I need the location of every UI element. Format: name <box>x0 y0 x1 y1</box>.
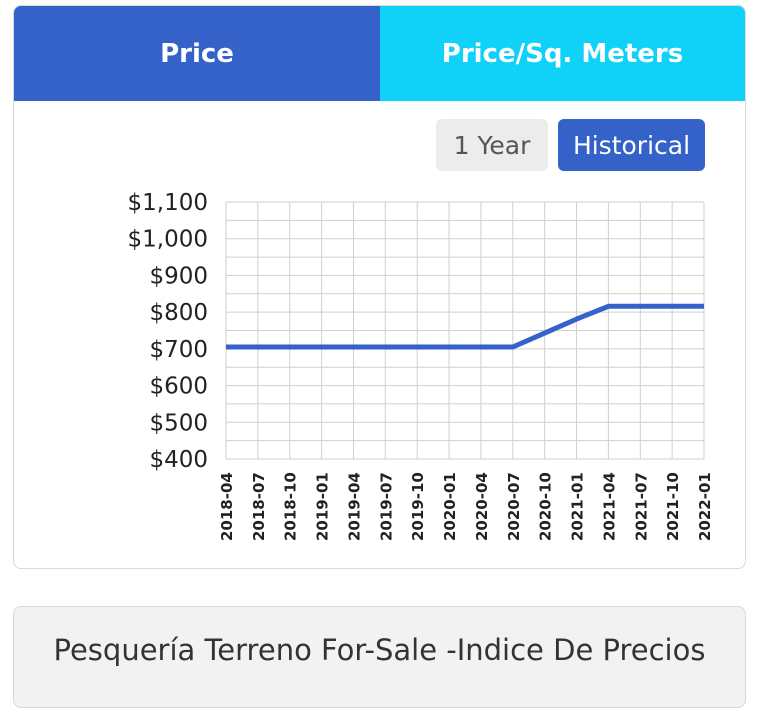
y-tick-label: $800 <box>149 300 208 326</box>
one-year-button[interactable]: 1 Year <box>436 119 548 171</box>
y-tick-label: $1,100 <box>128 190 208 216</box>
price-tabs: Price Price/Sq. Meters <box>14 6 745 101</box>
price-chart-card: Price Price/Sq. Meters 1 Year Historical… <box>13 5 746 569</box>
x-tick-label: 2019-10 <box>409 472 427 541</box>
y-tick-label: $700 <box>149 337 208 363</box>
y-tick-label: $400 <box>149 447 208 473</box>
x-tick-label: 2018-10 <box>282 472 300 541</box>
x-tick-label: 2021-01 <box>569 472 587 541</box>
x-tick-label: 2020-07 <box>505 472 523 541</box>
y-tick-label: $500 <box>149 410 208 436</box>
price-index-card: Pesquería Terreno For-Sale -Indice De Pr… <box>13 606 746 708</box>
y-tick-label: $1,000 <box>128 227 208 253</box>
x-tick-label: 2021-10 <box>664 472 682 541</box>
x-tick-label: 2018-07 <box>250 472 268 541</box>
x-tick-label: 2019-01 <box>314 472 332 541</box>
x-tick-label: 2019-07 <box>377 472 395 541</box>
x-tick-label: 2018-04 <box>218 472 236 541</box>
y-tick-label: $600 <box>149 374 208 400</box>
y-tick-label: $900 <box>149 263 208 289</box>
tab-price-per-sq-meters[interactable]: Price/Sq. Meters <box>380 6 745 101</box>
x-tick-label: 2020-04 <box>473 472 491 541</box>
x-tick-label: 2022-01 <box>696 472 714 541</box>
x-tick-label: 2019-04 <box>345 472 363 541</box>
historical-button[interactable]: Historical <box>558 119 705 171</box>
x-tick-label: 2020-01 <box>441 472 459 541</box>
x-tick-label: 2021-07 <box>632 472 650 541</box>
price-series-line <box>226 303 704 350</box>
price-line-chart: $400 $500 $600 $700 $800 $900 $1,000 $1,100 2018… <box>128 190 714 541</box>
price-index-title: Pesquería Terreno For-Sale -Indice De Pr… <box>53 633 706 667</box>
x-tick-label: 2021-04 <box>600 472 618 541</box>
tab-price[interactable]: Price <box>14 6 380 101</box>
x-tick-label: 2020-10 <box>537 472 555 541</box>
range-toggle: 1 Year Historical <box>14 119 745 173</box>
